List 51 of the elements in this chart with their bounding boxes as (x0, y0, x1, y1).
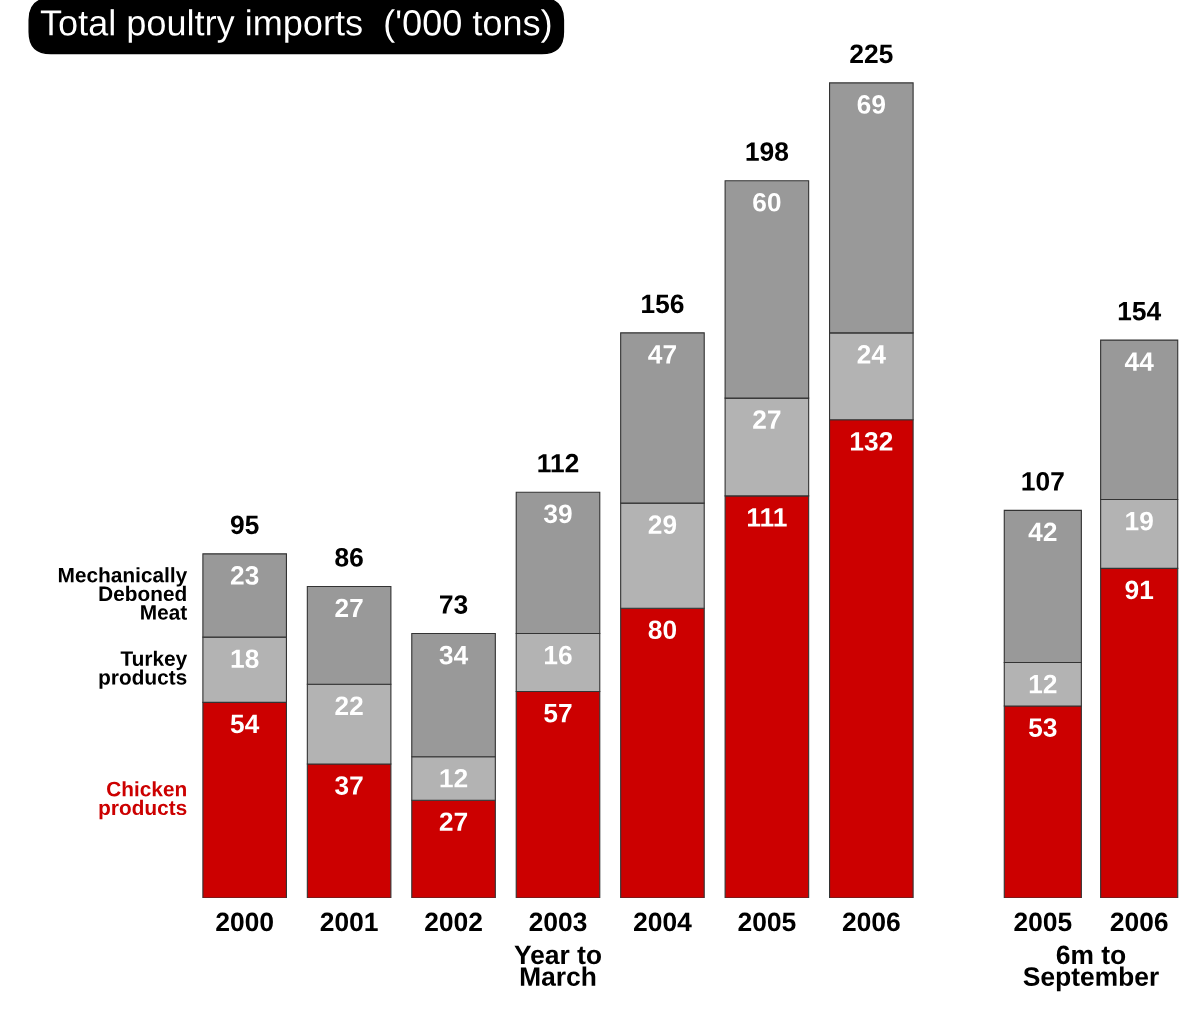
data-label: 42 (1028, 522, 1057, 542)
x-tick-label: 2005 (738, 912, 796, 932)
data-label: 47 (648, 345, 676, 364)
x-tick-label: 2002 (425, 912, 482, 932)
data-label: 27 (335, 598, 363, 618)
series-label: Mechanically Deboned Meat (58, 567, 188, 620)
total-label: 73 (440, 595, 468, 614)
x-tick-label: 2003 (529, 912, 587, 932)
data-label: 19 (1126, 511, 1153, 531)
data-label: 91 (1125, 580, 1154, 600)
data-label: 24 (857, 345, 886, 364)
data-label: 37 (335, 776, 363, 795)
total-label: 154 (1118, 301, 1162, 321)
total-label: 95 (230, 515, 259, 535)
series-label: Turkey products (99, 650, 188, 689)
total-label: 107 (1022, 471, 1064, 491)
x-tick-label: 2000 (216, 912, 273, 932)
x-tick-label: 2006 (842, 912, 900, 932)
total-label: 225 (850, 44, 893, 64)
x-tick-label: 2005 (1014, 912, 1072, 932)
data-label: 54 (230, 714, 260, 734)
total-label: 112 (538, 453, 579, 473)
x-tick-label: 2004 (634, 912, 692, 932)
data-label: 53 (1028, 718, 1057, 737)
total-label: 86 (335, 548, 363, 567)
series-label: Chicken products (99, 781, 187, 820)
data-label: 34 (439, 645, 469, 665)
data-label: 12 (1029, 674, 1057, 694)
chart-title: Total poultry imports ('000 tons) (40, 9, 551, 43)
x-axis-title: 6m to September (1023, 945, 1159, 992)
data-label: 80 (648, 620, 677, 640)
data-label: 27 (753, 410, 781, 429)
data-label: 23 (230, 566, 259, 585)
total-label: 198 (746, 142, 789, 162)
total-label: 156 (642, 294, 684, 314)
data-label: 29 (648, 515, 677, 535)
data-label: 22 (335, 696, 363, 715)
data-label: 69 (857, 95, 886, 114)
data-label: 44 (1124, 352, 1154, 371)
data-label: 18 (231, 649, 259, 669)
data-label: 16 (544, 645, 572, 665)
data-label: 57 (544, 703, 572, 723)
data-label: 27 (439, 812, 468, 831)
x-tick-label: 2001 (320, 912, 378, 932)
x-tick-label: 2006 (1110, 912, 1168, 932)
data-label: 60 (753, 192, 781, 212)
data-label: 12 (440, 768, 468, 788)
data-label: 111 (747, 508, 787, 527)
x-axis-title: Year to March (514, 945, 601, 986)
data-label: 132 (850, 432, 893, 451)
data-label: 39 (543, 504, 572, 524)
